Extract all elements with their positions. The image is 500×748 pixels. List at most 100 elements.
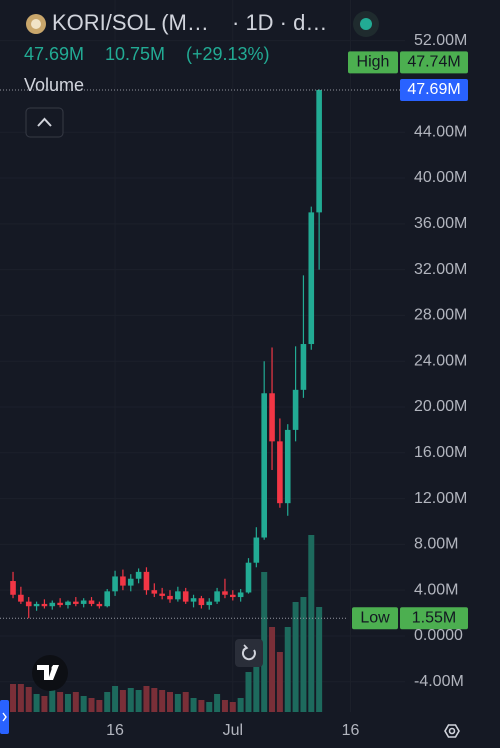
volume-bar	[214, 694, 221, 712]
candle-body	[65, 601, 71, 606]
volume-bar	[96, 700, 103, 712]
candle-body	[49, 602, 56, 607]
candle-layer	[10, 89, 322, 619]
settings-button[interactable]	[444, 724, 460, 738]
volume-bar	[206, 702, 213, 712]
volume-bar	[72, 692, 79, 712]
volume-bar	[112, 686, 119, 712]
candle-body	[96, 603, 103, 607]
candle-body	[253, 537, 260, 563]
candle-body	[300, 344, 307, 390]
volume-bar	[198, 700, 205, 712]
high-value-box	[400, 51, 468, 74]
volume-bar	[49, 690, 56, 712]
y-tick-label: 0.0000	[414, 627, 463, 644]
volume-bar	[221, 700, 228, 712]
candle-body	[127, 578, 134, 586]
y-tick-label: 32.00M	[414, 261, 467, 278]
candle-body	[261, 393, 267, 538]
candle-body	[73, 601, 79, 604]
volume-bar	[300, 597, 307, 712]
candle-body	[33, 603, 40, 607]
candle-body	[18, 594, 24, 602]
x-tick-label: Jul	[223, 722, 243, 739]
candle-body	[10, 581, 16, 595]
volume-layer	[10, 535, 323, 712]
volume-bar	[159, 690, 166, 712]
y-tick-label: 24.00M	[414, 352, 467, 369]
low-value-box	[400, 607, 468, 630]
volume-bar	[316, 607, 323, 712]
y-tick-label: 12.00M	[414, 490, 467, 507]
candle-body	[277, 441, 283, 504]
side-tab[interactable]	[0, 700, 9, 734]
candle-body	[88, 600, 95, 604]
symbol-icon-inner	[31, 19, 41, 29]
collapse-button[interactable]	[25, 107, 64, 138]
volume-bar	[245, 672, 252, 712]
grid	[0, 0, 405, 712]
candle-body	[308, 212, 315, 345]
volume-bar	[276, 652, 283, 712]
volume-bar	[33, 694, 40, 712]
candle-body	[143, 571, 150, 591]
volume-bar	[57, 692, 64, 712]
y-tick-label: 44.00M	[414, 123, 467, 140]
candle-body	[80, 600, 87, 604]
volume-bar	[174, 694, 181, 712]
reset-button[interactable]	[235, 639, 263, 667]
volume-bar	[135, 690, 142, 712]
x-tick-label: 16	[106, 722, 124, 739]
y-tick-label: 16.00M	[414, 444, 467, 461]
y-tick-label: 52.00M	[414, 32, 467, 49]
candle-body	[57, 602, 63, 606]
volume-bar	[25, 687, 32, 712]
candle-body	[190, 598, 197, 602]
candle-body	[284, 429, 291, 504]
volume-bar	[119, 690, 126, 712]
candle-body	[245, 562, 252, 593]
candle-body	[104, 591, 111, 607]
symbol-title[interactable]: KORI/SOL (M…	[52, 10, 209, 35]
last-price-label: 47.69M	[407, 81, 460, 98]
x-tick-label: 16	[342, 722, 360, 739]
low-name: Low	[360, 609, 390, 626]
legend-close: 47.69M	[24, 44, 84, 64]
low-name-box	[352, 607, 398, 630]
status-dot	[360, 18, 372, 30]
y-tick-label: -4.00M	[414, 673, 464, 690]
side-tab-icon	[2, 712, 7, 722]
candle-body	[214, 591, 220, 602]
candle-body	[120, 576, 126, 586]
volume-bar	[127, 688, 134, 712]
candle-body	[159, 593, 165, 596]
legend-change: 10.75M	[105, 44, 165, 64]
candle-body	[175, 591, 181, 600]
volume-bar	[190, 698, 197, 712]
volume-bar	[167, 692, 174, 712]
volume-bar	[229, 702, 236, 712]
volume-legend: Volume	[24, 75, 84, 95]
candle-body	[135, 571, 142, 579]
volume-bar	[64, 694, 71, 712]
candle-body	[222, 591, 228, 595]
tv-logo[interactable]	[32, 655, 68, 691]
candle-body	[41, 603, 48, 607]
y-tick-label: 36.00M	[414, 215, 467, 232]
high-value: 47.74M	[407, 54, 460, 71]
volume-bar	[151, 688, 158, 712]
volume-bar	[269, 627, 276, 712]
candle-body	[269, 393, 275, 442]
y-tick-label: 28.00M	[414, 307, 467, 324]
interval[interactable]: · 1D · d…	[232, 10, 327, 35]
y-tick-label: 4.00M	[414, 581, 458, 598]
volume-bar	[308, 535, 315, 712]
candle-body	[182, 591, 189, 602]
y-tick-label: 8.00M	[414, 536, 458, 553]
volume-bar	[253, 652, 260, 712]
overlay-layer: 47.69M High 47.74M Low 1.55M	[0, 51, 468, 630]
candle-body	[292, 389, 299, 430]
volume-bar	[104, 692, 111, 712]
y-tick-label: 40.00M	[414, 169, 467, 186]
